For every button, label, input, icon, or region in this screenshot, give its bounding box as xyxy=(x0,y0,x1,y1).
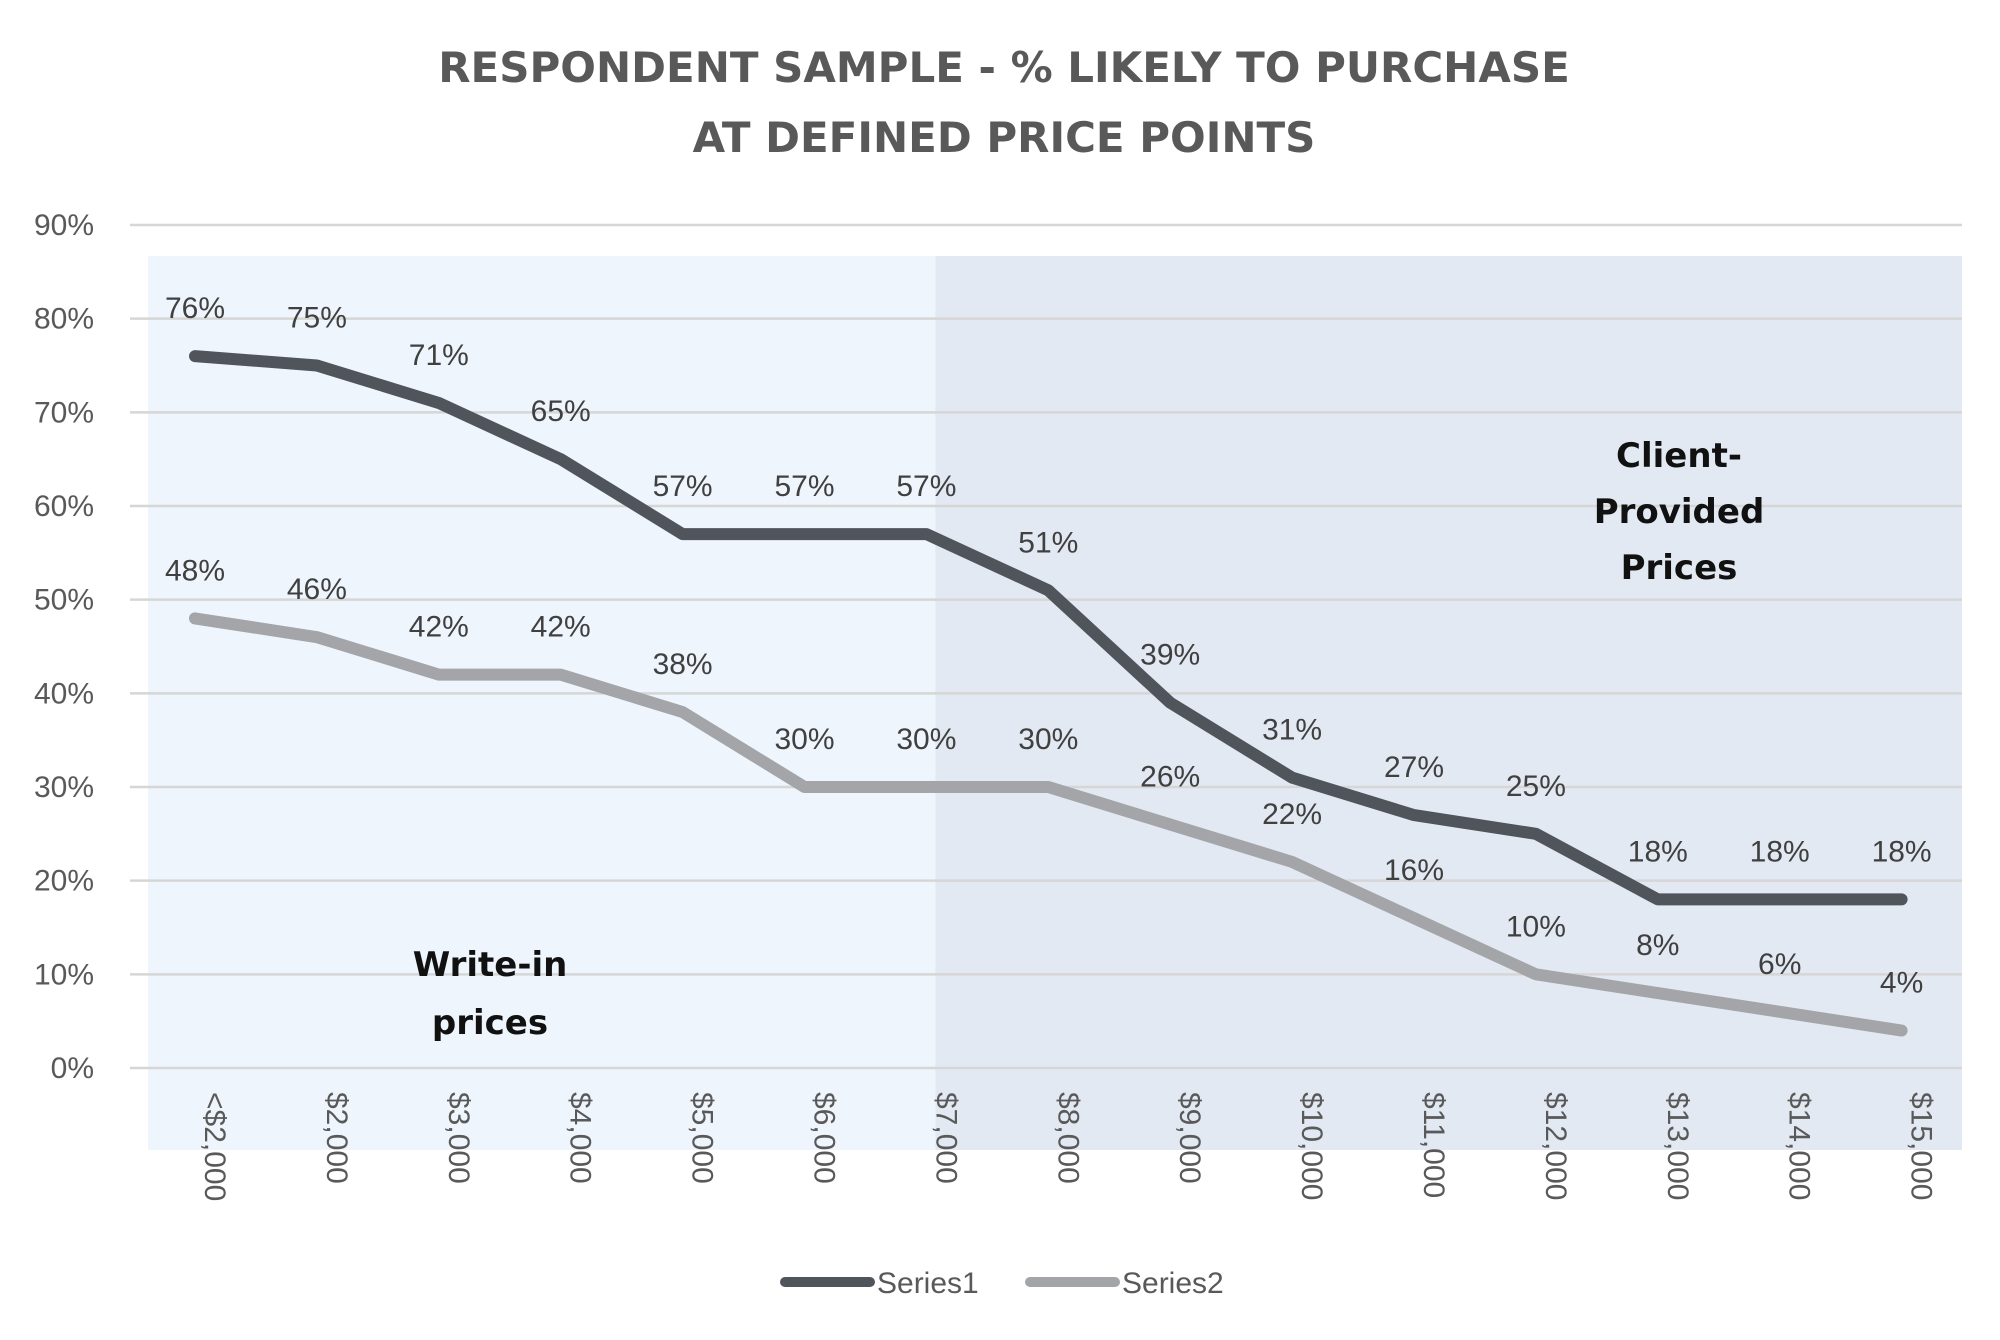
y-tick-label: 70% xyxy=(34,396,94,429)
region-label-write-in: prices xyxy=(432,1003,548,1043)
data-label-series1: 51% xyxy=(1018,526,1078,559)
data-label-series1: 31% xyxy=(1262,714,1322,747)
data-label-series1: 71% xyxy=(409,339,469,372)
data-label-series1: 57% xyxy=(774,470,834,503)
y-tick-label: 40% xyxy=(34,677,94,710)
x-tick-label: $15,000 xyxy=(1905,1092,1938,1200)
data-label-series2: 22% xyxy=(1262,798,1322,831)
x-tick-label: $10,000 xyxy=(1295,1092,1328,1200)
data-label-series2: 26% xyxy=(1140,760,1200,793)
region-label-write-in: Write-in xyxy=(413,945,568,985)
region-client-provided-background xyxy=(935,256,1962,1150)
data-label-series1: 25% xyxy=(1506,770,1566,803)
data-label-series2: 30% xyxy=(896,723,956,756)
region-label-client-provided: Prices xyxy=(1621,548,1738,588)
data-label-series1: 57% xyxy=(653,470,713,503)
data-label-series1: 57% xyxy=(896,470,956,503)
x-tick-label: $3,000 xyxy=(442,1092,475,1184)
region-label-client-provided: Client- xyxy=(1616,436,1742,476)
series-line-series2 xyxy=(189,612,1908,1037)
x-tick-label: $14,000 xyxy=(1783,1092,1816,1200)
y-tick-label: 10% xyxy=(34,958,94,991)
y-tick-label: 20% xyxy=(34,865,94,898)
data-label-series2: 6% xyxy=(1758,948,1801,981)
region-write-in-background xyxy=(148,256,936,1150)
x-tick-label: <$2,000 xyxy=(198,1092,231,1201)
region-label-client-provided: Provided xyxy=(1594,492,1765,532)
data-label-series1: 18% xyxy=(1750,835,1810,868)
x-tick-label: $6,000 xyxy=(808,1092,841,1184)
data-label-series2: 30% xyxy=(774,723,834,756)
data-label-series2: 48% xyxy=(165,554,225,587)
data-label-series1: 18% xyxy=(1628,835,1688,868)
x-tick-label: $8,000 xyxy=(1051,1092,1084,1184)
legend-label-series2: Series2 xyxy=(1122,1267,1224,1300)
legend-label-series1: Series1 xyxy=(877,1267,979,1300)
data-label-series2: 46% xyxy=(287,573,347,606)
data-label-series2: 4% xyxy=(1880,967,1923,1000)
x-tick-label: $4,000 xyxy=(564,1092,597,1184)
y-tick-label: 50% xyxy=(34,584,94,617)
chart-title-line-1: RESPONDENT SAMPLE - % LIKELY TO PURCHASE xyxy=(438,43,1570,92)
x-tick-label: $12,000 xyxy=(1539,1092,1572,1200)
data-label-series2: 42% xyxy=(409,611,469,644)
chart-title-line-2: AT DEFINED PRICE POINTS xyxy=(693,113,1316,162)
data-label-series1: 75% xyxy=(287,302,347,335)
data-label-series2: 38% xyxy=(653,648,713,681)
x-tick-label: $9,000 xyxy=(1173,1092,1206,1184)
data-label-series1: 76% xyxy=(165,292,225,325)
data-label-series1: 18% xyxy=(1872,835,1932,868)
data-label-series2: 10% xyxy=(1506,910,1566,943)
x-tick-label: $2,000 xyxy=(320,1092,353,1184)
x-tick-label: $7,000 xyxy=(929,1092,962,1184)
data-label-series2: 30% xyxy=(1018,723,1078,756)
x-tick-label: $11,000 xyxy=(1417,1092,1450,1198)
data-label-series2: 8% xyxy=(1636,929,1679,962)
x-tick-label: $13,000 xyxy=(1661,1092,1694,1200)
y-tick-label: 80% xyxy=(34,303,94,336)
y-tick-label: 90% xyxy=(34,209,94,242)
data-label-series1: 27% xyxy=(1384,751,1444,784)
data-label-series1: 65% xyxy=(531,395,591,428)
data-label-series1: 39% xyxy=(1140,639,1200,672)
x-tick-label: $5,000 xyxy=(686,1092,719,1184)
series-line-series1 xyxy=(189,350,1908,906)
y-tick-label: 60% xyxy=(34,490,94,523)
y-tick-label: 30% xyxy=(34,771,94,804)
y-tick-label: 0% xyxy=(51,1052,94,1085)
data-label-series2: 42% xyxy=(531,611,591,644)
data-label-series2: 16% xyxy=(1384,854,1444,887)
